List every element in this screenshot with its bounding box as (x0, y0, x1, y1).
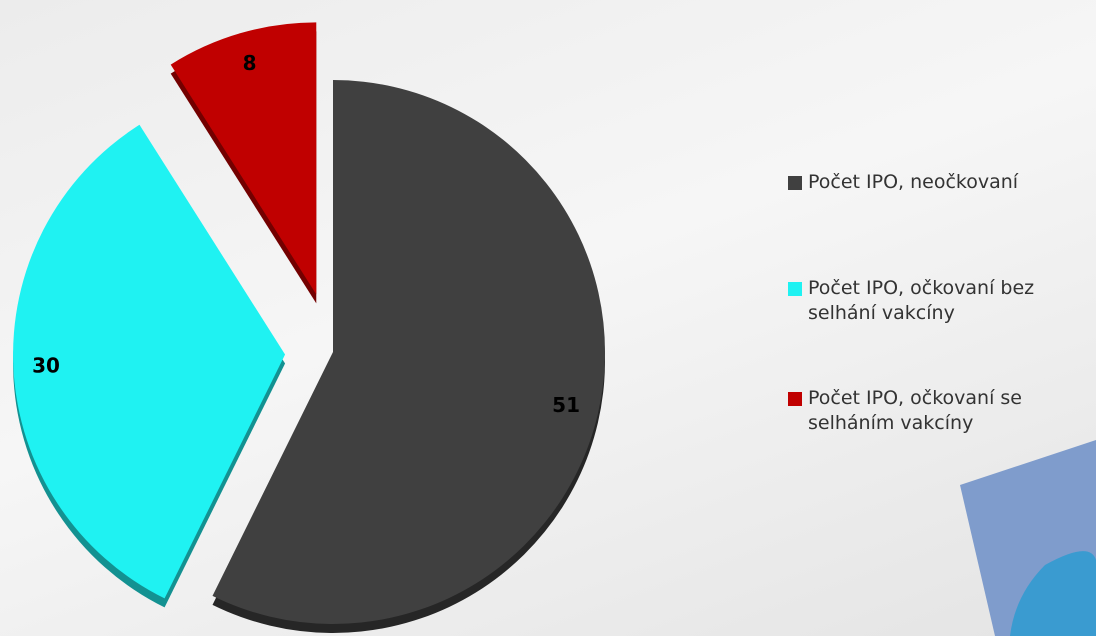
photo-virus (1010, 551, 1096, 636)
data-label: 51 (552, 393, 580, 417)
legend-swatch (788, 176, 802, 190)
legend-label: Počet IPO, očkovaní bez selhání vakcíny (808, 277, 1035, 324)
slice (212, 80, 606, 624)
legend-label: Počet IPO, neočkovaní (808, 171, 1019, 193)
data-label: 8 (243, 51, 257, 75)
legend-label: Počet IPO, očkovaní se selháním vakcíny (808, 387, 1022, 434)
slice (13, 124, 286, 599)
slice (170, 22, 317, 295)
legend-item: Počet IPO, očkovaní bez selhání vakcíny (788, 276, 1083, 325)
legend-swatch (788, 282, 802, 296)
legend-item: Počet IPO, neočkovaní (788, 170, 1096, 195)
legend-item: Počet IPO, očkovaní se selháním vakcíny (788, 386, 1083, 435)
data-label: 30 (32, 354, 60, 378)
legend-swatch (788, 392, 802, 406)
